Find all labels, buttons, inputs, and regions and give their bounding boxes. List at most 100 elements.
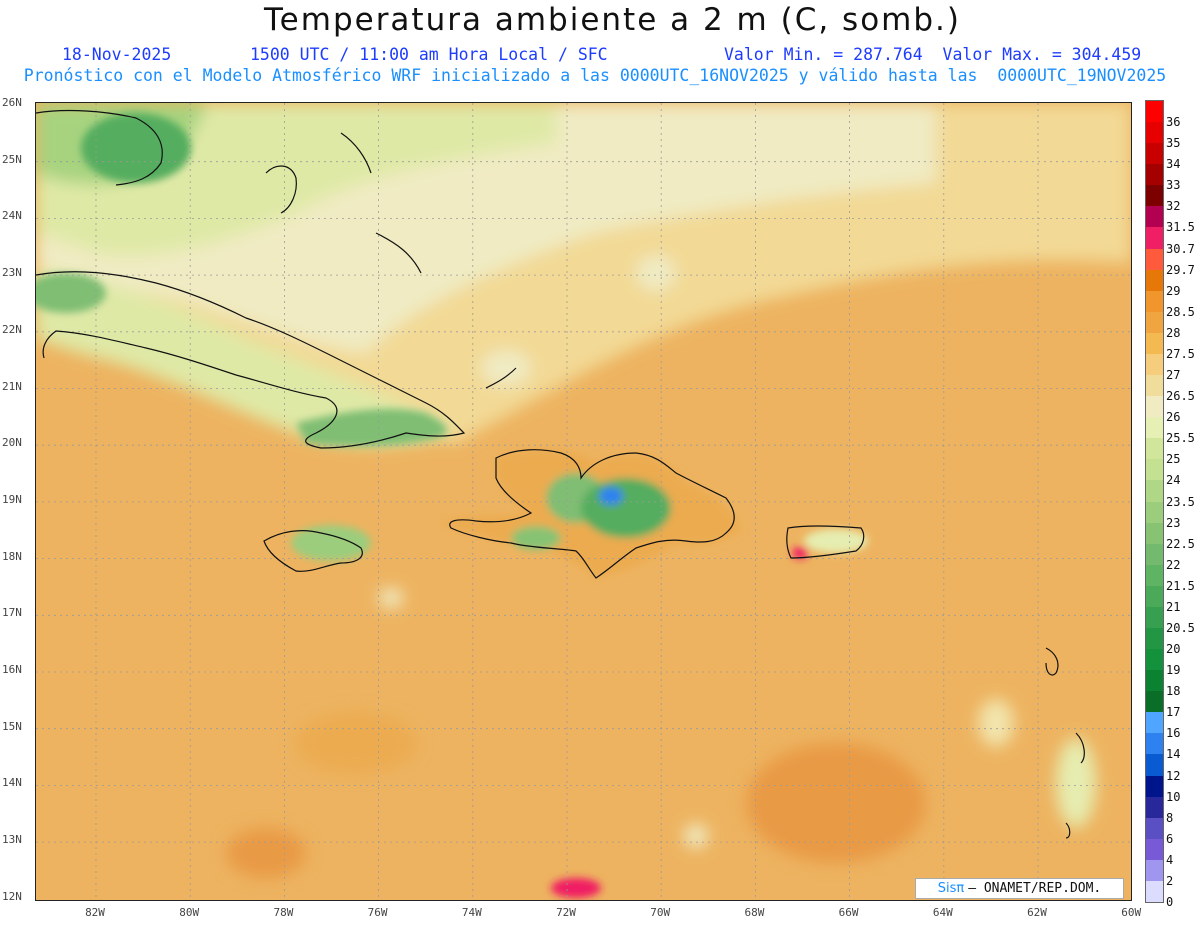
colorbar-segment bbox=[1146, 185, 1163, 207]
colorbar-tick-label: 21 bbox=[1166, 599, 1181, 614]
lon-label: 78W bbox=[273, 906, 294, 919]
lat-label: 22N bbox=[2, 322, 22, 336]
lat-label: 23N bbox=[2, 266, 22, 280]
colorbar-tick-label: 20.5 bbox=[1166, 620, 1195, 635]
lat-label: 12N bbox=[2, 889, 22, 903]
colorbar-segment bbox=[1146, 332, 1163, 355]
colorbar-segment bbox=[1146, 417, 1163, 439]
lon-label: 82W bbox=[85, 906, 105, 919]
lat-label: 19N bbox=[2, 492, 22, 506]
colorbar-segment bbox=[1146, 101, 1163, 123]
colorbar-tick-label: 23 bbox=[1166, 515, 1181, 530]
colorbar-segment bbox=[1146, 627, 1163, 650]
colorbar-tick-label: 32 bbox=[1166, 199, 1181, 214]
bahamas-3 bbox=[375, 232, 422, 274]
colorbar-tick-label: 26 bbox=[1166, 410, 1181, 425]
colorbar-tick-label: 2 bbox=[1166, 873, 1174, 888]
lesser-antilles bbox=[1045, 647, 1085, 839]
colorbar-segment bbox=[1146, 206, 1163, 228]
colorbar-tick-label: 34 bbox=[1166, 157, 1181, 172]
colorbar-tick-label: 28.5 bbox=[1166, 304, 1195, 319]
colorbar-tick-label: 17 bbox=[1166, 705, 1181, 720]
colorbar-segment bbox=[1146, 122, 1163, 144]
colorbar-segment bbox=[1146, 227, 1163, 250]
colorbar-tick-label: 22 bbox=[1166, 557, 1181, 572]
map-canvas bbox=[36, 103, 1131, 900]
colorbar-segment bbox=[1146, 501, 1163, 524]
jamaica-coast bbox=[263, 530, 363, 572]
sispi-logo: Sisπ bbox=[937, 881, 965, 896]
colorbar-segment bbox=[1146, 248, 1163, 271]
lat-lon-grid bbox=[36, 103, 1131, 900]
colorbar-segment bbox=[1146, 396, 1163, 418]
colorbar-tick-label: 29 bbox=[1166, 283, 1181, 298]
lon-label: 80W bbox=[179, 906, 200, 919]
puerto-rico-coast bbox=[786, 525, 865, 559]
colorbar-tick-label: 36 bbox=[1166, 115, 1181, 130]
lat-label: 25N bbox=[2, 152, 22, 166]
colorbar-tick-label: 16 bbox=[1166, 726, 1181, 741]
bahamas-1 bbox=[265, 165, 297, 214]
lat-label: 26N bbox=[2, 96, 22, 109]
temperature-map[interactable] bbox=[35, 102, 1132, 901]
colorbar-segment bbox=[1146, 838, 1163, 861]
lat-label: 24N bbox=[2, 209, 22, 223]
bahamas-2 bbox=[340, 132, 372, 174]
lat-label: 13N bbox=[2, 833, 22, 847]
min-max-values: Valor Min. = 287.764 Valor Max. = 304.45… bbox=[724, 45, 1142, 64]
credit-box: Sisπ – ONAMET/REP.DOM. bbox=[915, 878, 1124, 899]
lat-label: 21N bbox=[2, 379, 22, 393]
bahamas-4 bbox=[485, 367, 517, 389]
colorbar-tick-label: 29.7 bbox=[1166, 262, 1195, 277]
colorbar-tick-label: 25.5 bbox=[1166, 431, 1195, 446]
colorbar-segment bbox=[1146, 290, 1163, 313]
colorbar-tick-label: 18 bbox=[1166, 684, 1181, 699]
colorbar-segment bbox=[1146, 796, 1163, 819]
lat-label: 15N bbox=[2, 719, 22, 733]
colorbar-segment bbox=[1146, 817, 1163, 840]
lon-label: 74W bbox=[461, 906, 482, 919]
land-temperature bbox=[36, 113, 868, 898]
colorbar-tick-label: 21.5 bbox=[1166, 578, 1195, 593]
lon-label: 72W bbox=[556, 906, 576, 919]
colorbar-segment bbox=[1146, 543, 1163, 566]
lon-label: 68W bbox=[744, 906, 765, 919]
colorbar-tick-label: 22.5 bbox=[1166, 536, 1195, 551]
colorbar-segment bbox=[1146, 691, 1163, 713]
colorbar-tick-label: 19 bbox=[1166, 663, 1181, 678]
forecast-time: 1500 UTC / 11:00 am Hora Local / SFC bbox=[250, 45, 608, 64]
colorbar-tick-label: 30.7 bbox=[1166, 241, 1195, 256]
colorbar-segment bbox=[1146, 670, 1163, 692]
colorbar-segment bbox=[1146, 143, 1163, 165]
lon-label: 70W bbox=[650, 906, 671, 919]
colorbar-tick-label: 24 bbox=[1166, 473, 1181, 488]
colorbar-tick-label: 0 bbox=[1166, 895, 1174, 909]
colorbar-segment bbox=[1146, 269, 1163, 292]
florida-coast bbox=[36, 109, 163, 186]
colorbar-tick-label: 35 bbox=[1166, 136, 1181, 151]
colorbar-segment bbox=[1146, 522, 1163, 545]
colorbar-tick-label: 14 bbox=[1166, 747, 1181, 762]
cuba-coast bbox=[36, 271, 466, 449]
colorbar-segment bbox=[1146, 733, 1163, 755]
colorbar-segment bbox=[1146, 564, 1163, 587]
colorbar-tick-label: 4 bbox=[1166, 852, 1174, 867]
lon-label: 64W bbox=[932, 906, 953, 919]
map-title: Temperatura ambiente a 2 m (C, somb.) bbox=[264, 2, 961, 38]
lat-label: 17N bbox=[2, 606, 22, 620]
lat-label: 16N bbox=[2, 663, 22, 676]
colorbar-tick-label: 6 bbox=[1166, 831, 1174, 846]
lon-label: 60W bbox=[1121, 906, 1142, 919]
lon-label: 62W bbox=[1027, 906, 1047, 919]
colorbar-tick-label: 33 bbox=[1166, 178, 1181, 193]
colorbar-segment bbox=[1146, 311, 1163, 334]
colorbar-segment bbox=[1146, 164, 1163, 186]
lat-label: 14N bbox=[2, 776, 22, 790]
colorbar-tick-label: 23.5 bbox=[1166, 494, 1195, 509]
colorbar-tick-label: 27 bbox=[1166, 368, 1181, 383]
coastlines bbox=[36, 109, 1085, 839]
colorbar-tick-label: 20 bbox=[1166, 642, 1181, 657]
temperature-field bbox=[36, 103, 1131, 878]
colorbar-segment bbox=[1146, 712, 1163, 734]
lon-label: 66W bbox=[838, 906, 859, 919]
